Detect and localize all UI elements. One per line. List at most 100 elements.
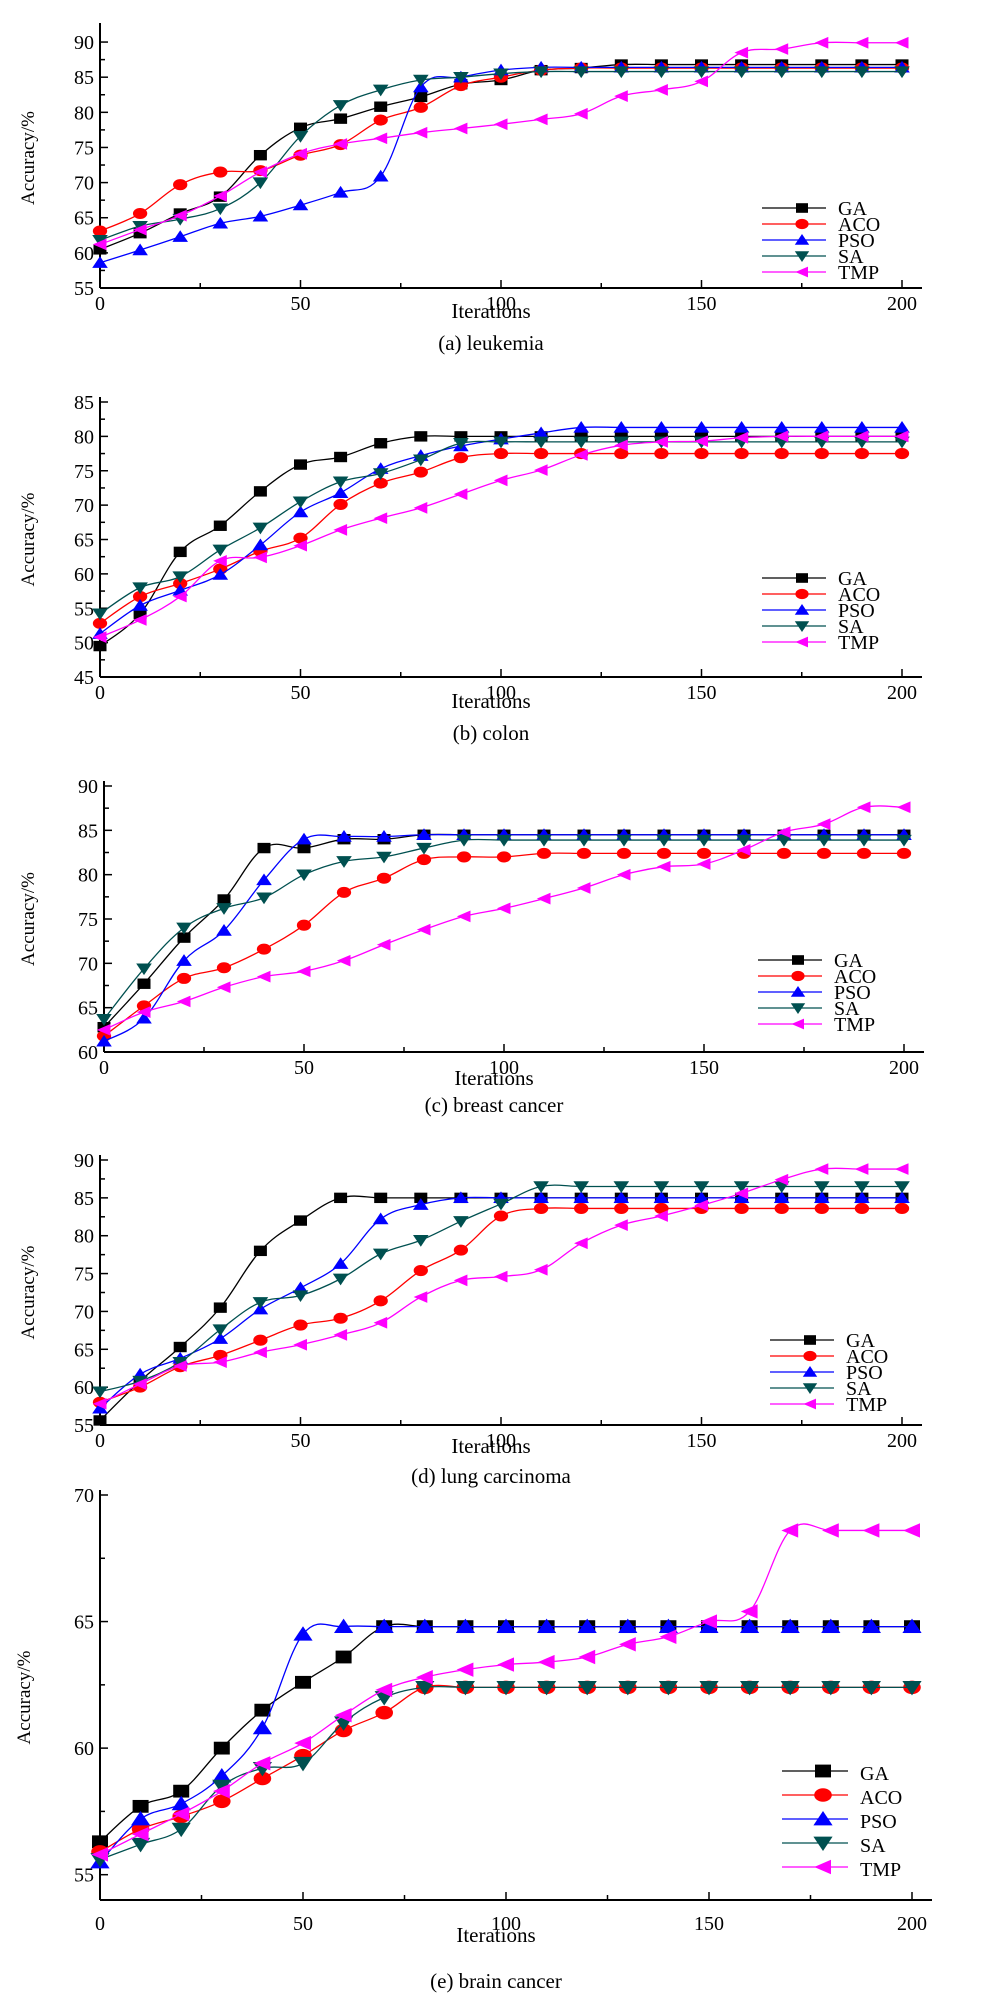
- data-point: [172, 1356, 188, 1369]
- data-point: [213, 1794, 231, 1809]
- data-point: [856, 801, 871, 814]
- data-point: [453, 488, 468, 500]
- x-tick-label: 200: [887, 1430, 917, 1452]
- data-point: [212, 1332, 229, 1344]
- data-point: [212, 1767, 232, 1783]
- data-point: [773, 1191, 790, 1204]
- data-point: [297, 842, 311, 854]
- data-point: [614, 90, 628, 103]
- data-point: [533, 113, 548, 126]
- data-point: [373, 477, 388, 489]
- data-point: [533, 1181, 549, 1193]
- legend-label: GA: [860, 1763, 889, 1785]
- data-point: [296, 832, 312, 845]
- data-point: [894, 36, 909, 49]
- chart-panel: 0 50 100 150 200 55 60 65 70 75 80 85 90 Iterations Ac…: [18, 1150, 922, 1488]
- data-point: [253, 1334, 268, 1346]
- data-point: [654, 431, 668, 442]
- data-point: [734, 448, 749, 460]
- data-point: [774, 448, 789, 460]
- data-point: [136, 1006, 151, 1018]
- legend-marker: [814, 1788, 832, 1802]
- x-tick-label: 100: [489, 1057, 519, 1079]
- data-point: [96, 1023, 111, 1036]
- legend-marker: [796, 203, 808, 213]
- data-point: [136, 1011, 152, 1024]
- data-point: [894, 1202, 910, 1214]
- legend-label: TMP: [838, 262, 879, 284]
- data-point: [253, 1771, 272, 1786]
- data-point: [413, 1291, 428, 1303]
- data-point: [896, 847, 912, 859]
- data-point: [658, 1680, 678, 1696]
- series-sa: [92, 1181, 910, 1399]
- series-sa: [96, 834, 912, 1026]
- legend-label: TMP: [834, 1014, 875, 1036]
- data-point: [173, 179, 188, 191]
- data-point: [774, 1173, 789, 1186]
- data-point: [254, 1703, 271, 1717]
- data-point: [372, 169, 389, 182]
- data-point: [172, 571, 188, 584]
- data-point: [814, 1181, 830, 1193]
- data-point: [416, 854, 432, 866]
- legend-marker: [813, 1836, 833, 1851]
- data-point: [821, 1618, 841, 1634]
- legend-label: SA: [860, 1835, 886, 1857]
- x-tick-label: 150: [687, 682, 717, 704]
- data-point: [854, 1202, 870, 1214]
- data-point: [493, 1198, 509, 1211]
- data-point: [213, 166, 228, 178]
- data-point: [173, 577, 188, 590]
- data-point: [496, 851, 512, 863]
- data-point: [293, 1756, 313, 1772]
- data-point: [619, 1637, 636, 1652]
- x-axis-label: Iterations: [451, 689, 530, 713]
- data-point: [92, 1835, 108, 1849]
- data-point: [576, 834, 592, 847]
- chart-caption: (a) leukemia: [438, 331, 544, 355]
- y-tick-label: 75: [74, 1264, 94, 1286]
- data-point: [294, 459, 307, 470]
- legend-label: PSO: [834, 982, 871, 1004]
- y-tick-label: 60: [74, 243, 94, 265]
- legend-marker: [795, 266, 808, 278]
- data-point: [734, 1187, 749, 1200]
- data-point: [656, 860, 671, 873]
- data-point: [862, 1523, 880, 1538]
- data-point: [453, 71, 469, 84]
- data-point: [854, 448, 870, 460]
- data-point: [216, 981, 231, 994]
- data-point: [453, 80, 469, 92]
- data-point: [213, 1783, 230, 1799]
- data-point: [854, 1181, 870, 1193]
- legend-label: PSO: [860, 1811, 897, 1833]
- x-tick-label: 50: [291, 293, 311, 315]
- x-tick-label: 0: [95, 1913, 105, 1935]
- y-tick-label: 60: [74, 564, 94, 586]
- legend-label: ACO: [838, 584, 880, 606]
- x-tick-label: 50: [291, 1430, 311, 1452]
- data-point: [137, 978, 151, 989]
- data-point: [414, 1192, 428, 1204]
- data-point: [256, 892, 272, 905]
- data-point: [132, 1799, 149, 1813]
- data-point: [413, 126, 428, 139]
- data-point: [894, 420, 910, 433]
- data-point: [133, 608, 147, 619]
- data-point: [861, 1618, 881, 1634]
- data-point: [693, 66, 710, 79]
- data-point: [373, 132, 388, 145]
- series-pso: [92, 60, 910, 268]
- data-point: [536, 847, 552, 859]
- data-point: [780, 1618, 800, 1634]
- x-tick-label: 150: [689, 1057, 719, 1079]
- data-point: [253, 1245, 267, 1257]
- data-point: [335, 1650, 352, 1664]
- legend-marker: [814, 1859, 831, 1875]
- data-point: [372, 1248, 389, 1261]
- legend-label: SA: [838, 616, 864, 638]
- data-point: [734, 46, 749, 59]
- data-point: [413, 101, 428, 113]
- data-point: [740, 1680, 760, 1696]
